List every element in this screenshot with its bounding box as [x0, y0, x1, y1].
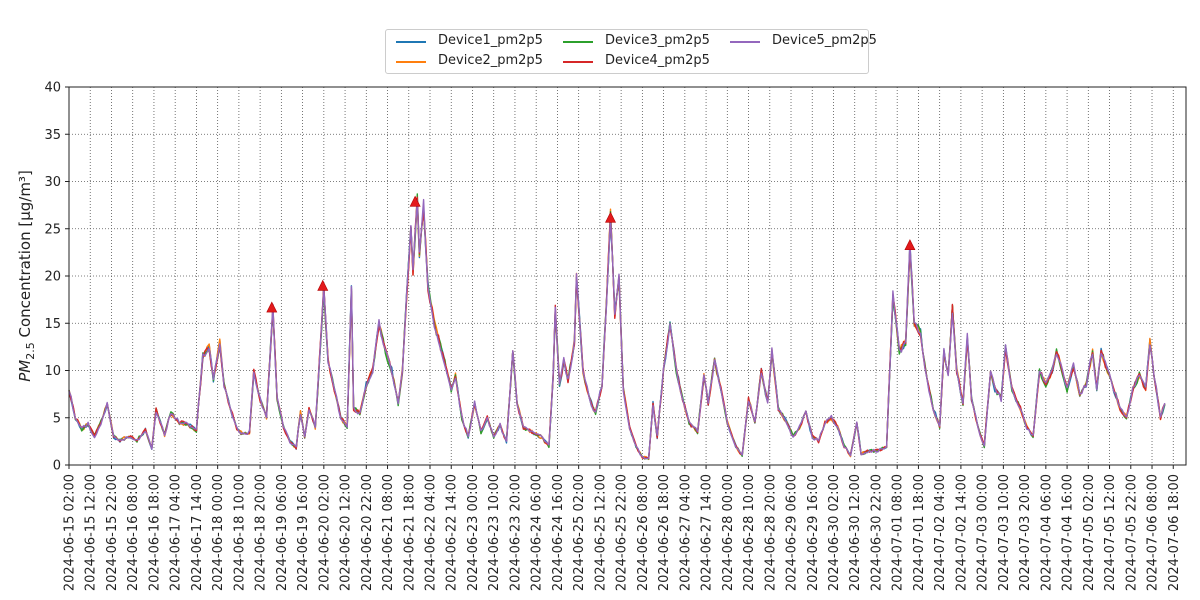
legend-label-device4: Device4_pm2p5 — [605, 53, 710, 68]
x-tick-label: 2024-06-27 14:00 — [700, 474, 715, 591]
legend-swatch-device4 — [563, 61, 593, 63]
x-tick-label: 2024-06-27 04:00 — [678, 474, 693, 591]
legend-label-device2: Device2_pm2p5 — [438, 53, 543, 68]
y-tick-label: 0 — [53, 459, 61, 474]
grid-lines — [68, 86, 1186, 466]
x-tick-label: 2024-06-15 12:00 — [84, 474, 99, 591]
peak-marker — [317, 279, 329, 291]
x-axis-ticks: 2024-06-15 02:00 2024-06-15 12:00 2024-06-… — [63, 465, 1182, 591]
x-tick-label: 2024-07-05 22:00 — [1124, 474, 1139, 591]
x-tick-label: 2024-06-21 18:00 — [402, 474, 417, 591]
x-tick-label: 2024-07-05 02:00 — [1082, 474, 1097, 591]
x-tick-label: 2024-06-15 02:00 — [63, 474, 78, 591]
x-tick-label: 2024-07-04 06:00 — [1039, 474, 1054, 591]
x-tick-label: 2024-06-22 14:00 — [445, 474, 460, 591]
x-tick-label: 2024-06-19 06:00 — [275, 474, 290, 591]
peak-marker — [409, 195, 421, 207]
x-tick-label: 2024-06-17 04:00 — [169, 474, 184, 591]
y-tick-label: 30 — [44, 175, 61, 190]
x-tick-label: 2024-06-26 08:00 — [636, 474, 651, 591]
x-tick-label: 2024-06-28 00:00 — [721, 474, 736, 591]
y-tick-label: 10 — [44, 364, 61, 379]
legend-label-device3: Device3_pm2p5 — [605, 33, 710, 48]
x-tick-label: 2024-06-28 10:00 — [742, 474, 757, 591]
x-tick-label: 2024-07-01 08:00 — [891, 474, 906, 591]
x-tick-label: 2024-06-30 22:00 — [869, 474, 884, 591]
peak-marker — [904, 239, 916, 251]
x-tick-label: 2024-06-29 06:00 — [785, 474, 800, 591]
y-label-quantity: PM — [16, 360, 34, 382]
x-tick-label: 2024-07-05 12:00 — [1103, 474, 1118, 591]
y-tick-label: 35 — [44, 128, 61, 143]
x-tick-label: 2024-06-21 08:00 — [381, 474, 396, 591]
legend-label-device1: Device1_pm2p5 — [438, 33, 543, 48]
x-tick-label: 2024-06-15 22:00 — [105, 474, 120, 591]
legend-swatch-device2 — [396, 61, 426, 63]
x-tick-label: 2024-06-18 10:00 — [232, 474, 247, 591]
y-tick-label: 15 — [44, 317, 61, 332]
x-tick-label: 2024-06-19 16:00 — [296, 474, 311, 591]
x-tick-label: 2024-06-20 12:00 — [339, 474, 354, 591]
series-line-device2-pm2p5 — [68, 204, 1166, 461]
x-tick-label: 2024-06-28 20:00 — [763, 474, 778, 591]
x-tick-label: 2024-06-22 04:00 — [424, 474, 439, 591]
peak-markers — [266, 195, 916, 313]
x-tick-label: 2024-07-03 00:00 — [976, 474, 991, 591]
x-tick-label: 2024-07-02 14:00 — [954, 474, 969, 591]
legend-swatch-device5 — [730, 41, 760, 43]
series-lines — [68, 193, 1166, 461]
x-tick-label: 2024-06-29 16:00 — [806, 474, 821, 591]
y-tick-label: 5 — [53, 411, 61, 426]
x-tick-label: 2024-06-16 08:00 — [126, 474, 141, 591]
x-tick-label: 2024-06-24 16:00 — [551, 474, 566, 591]
x-tick-label: 2024-06-25 12:00 — [593, 474, 608, 591]
series-line-device5-pm2p5 — [68, 198, 1166, 460]
x-tick-label: 2024-07-03 20:00 — [1018, 474, 1033, 591]
legend-label-device5: Device5_pm2p5 — [772, 33, 877, 48]
x-tick-label: 2024-06-30 12:00 — [848, 474, 863, 591]
x-tick-label: 2024-07-03 10:00 — [997, 474, 1012, 591]
x-tick-label: 2024-06-17 14:00 — [190, 474, 205, 591]
y-tick-label: 20 — [44, 270, 61, 285]
legend: Device1_pm2p5 Device2_pm2p5 Device3_pm2p… — [385, 29, 877, 74]
x-tick-label: 2024-06-16 18:00 — [147, 474, 162, 591]
x-tick-label: 2024-06-20 02:00 — [317, 474, 332, 591]
x-tick-label: 2024-06-25 02:00 — [572, 474, 587, 591]
legend-swatch-device1 — [396, 41, 426, 43]
x-tick-label: 2024-07-02 04:00 — [933, 474, 948, 591]
x-tick-label: 2024-06-26 18:00 — [657, 474, 672, 591]
y-label-text: Concentration [µg/m³] — [16, 170, 34, 342]
y-tick-label: 25 — [44, 222, 61, 237]
x-tick-label: 2024-07-06 08:00 — [1146, 474, 1161, 591]
y-tick-label: 40 — [44, 81, 61, 96]
x-tick-label: 2024-06-18 00:00 — [211, 474, 226, 591]
x-tick-label: 2024-06-18 20:00 — [254, 474, 269, 591]
x-tick-label: 2024-07-06 18:00 — [1167, 474, 1182, 591]
legend-swatch-device3 — [563, 41, 593, 43]
y-label-subscript: 2.5 — [24, 342, 37, 360]
x-tick-label: 2024-07-04 16:00 — [1061, 474, 1076, 591]
peak-marker — [605, 211, 616, 223]
y-axis-ticks: 0 5 10 15 20 25 30 35 40 — [44, 81, 69, 474]
x-tick-label: 2024-06-25 22:00 — [615, 474, 630, 591]
x-tick-label: 2024-06-23 00:00 — [466, 474, 481, 591]
peak-marker — [266, 301, 278, 313]
x-tick-label: 2024-06-23 20:00 — [508, 474, 523, 591]
x-tick-label: 2024-06-24 06:00 — [530, 474, 545, 591]
x-tick-label: 2024-06-30 02:00 — [827, 474, 842, 591]
x-tick-label: 2024-06-23 10:00 — [487, 474, 502, 591]
x-tick-label: 2024-06-20 22:00 — [360, 474, 375, 591]
x-tick-label: 2024-07-01 18:00 — [912, 474, 927, 591]
y-axis-label: PM2.5 Concentration [µg/m³] — [16, 170, 37, 382]
